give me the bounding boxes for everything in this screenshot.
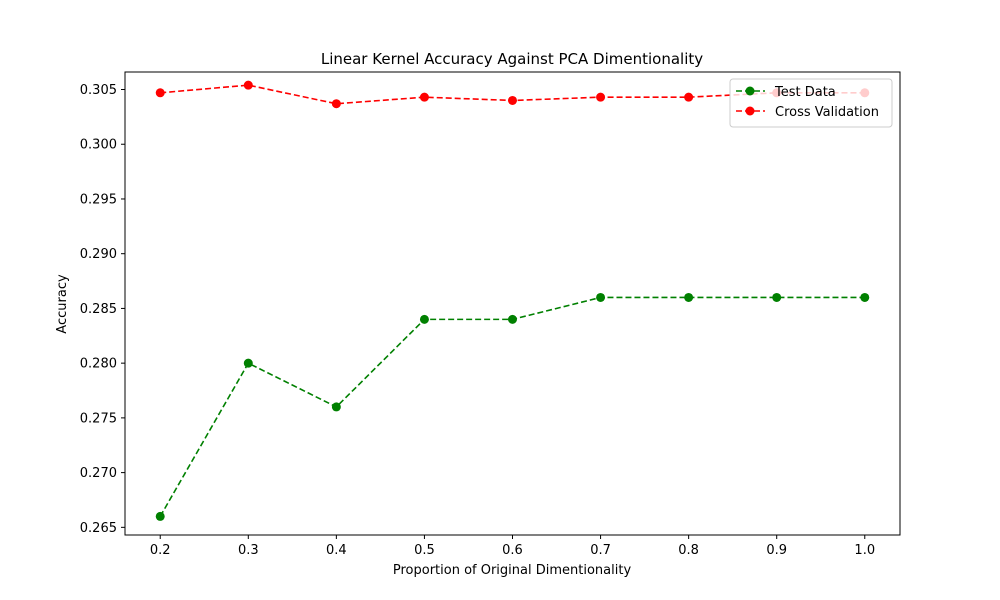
data-point-test-data <box>772 292 782 302</box>
y-tick-label: 0.290 <box>80 247 117 262</box>
series-test-data <box>155 292 870 521</box>
legend-test-data-marker <box>745 86 755 96</box>
x-tick-label: 0.8 <box>678 543 699 558</box>
x-tick-label: 0.3 <box>238 543 259 558</box>
y-tick-label: 0.275 <box>80 411 117 426</box>
x-tick-label: 0.4 <box>326 543 347 558</box>
y-tick-label: 0.295 <box>80 192 117 207</box>
y-tick-label: 0.285 <box>80 302 117 317</box>
data-point-cross-validation <box>419 92 429 102</box>
data-point-test-data <box>596 292 606 302</box>
x-tick-label: 0.6 <box>502 543 523 558</box>
data-point-cross-validation <box>508 95 517 105</box>
x-tick-label: 1.0 <box>854 543 875 558</box>
y-tick-label: 0.300 <box>80 138 117 153</box>
data-point-cross-validation <box>155 88 165 98</box>
y-tick-label: 0.270 <box>80 466 117 481</box>
data-point-cross-validation <box>243 80 253 90</box>
legend-cross-validation-marker <box>745 106 755 116</box>
tick-layer: 0.2 0.3 0.4 0.5 0.6 0.7 0.8 0.9 1.0 0.265 0.270 0.2… <box>80 83 875 558</box>
data-point-test-data <box>508 314 517 324</box>
y-tick-label: 0.305 <box>80 83 117 98</box>
x-axis-label: Proportion of Original Dimentionality <box>393 563 632 578</box>
x-tick-label: 0.9 <box>766 543 787 558</box>
legend-cross-validation-label: Cross Validation <box>775 105 879 120</box>
x-tick-label: 0.7 <box>590 543 611 558</box>
x-tick-label: 0.2 <box>150 543 171 558</box>
data-point-cross-validation <box>684 92 694 102</box>
data-point-test-data <box>331 402 341 412</box>
chart-title: Linear Kernel Accuracy Against PCA Dimen… <box>321 50 703 68</box>
x-tick-label: 0.5 <box>414 543 435 558</box>
plot-area-frame <box>124 71 901 536</box>
data-point-cross-validation <box>331 99 341 109</box>
legend-box <box>729 78 893 128</box>
data-point-test-data <box>684 292 694 302</box>
y-axis-label: Accuracy <box>55 274 70 334</box>
y-tick-label: 0.280 <box>80 357 117 372</box>
series-layer <box>155 80 870 521</box>
data-point-cross-validation <box>596 92 606 102</box>
legend-test-data-label: Test Data <box>774 85 836 100</box>
legend: Test Data Cross Validation <box>729 78 893 128</box>
data-point-test-data <box>155 511 165 521</box>
y-tick-label: 0.265 <box>80 521 117 536</box>
data-point-test-data <box>419 314 429 324</box>
data-point-test-data <box>243 358 253 368</box>
data-point-test-data <box>860 292 870 302</box>
